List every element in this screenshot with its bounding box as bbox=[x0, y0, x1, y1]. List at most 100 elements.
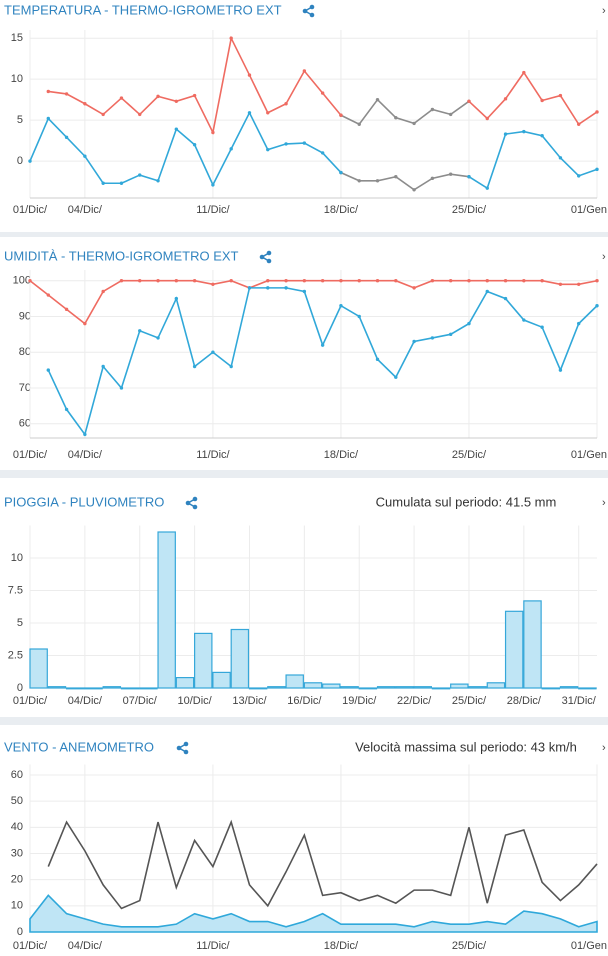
point bbox=[577, 321, 581, 326]
y-tick-label: 15 bbox=[11, 32, 23, 44]
chart-title: PIOGGIA - PLUVIOMETRO bbox=[4, 494, 164, 509]
line bbox=[340, 98, 470, 126]
x-tick-label: 22/Dic/ bbox=[397, 695, 432, 707]
point bbox=[558, 93, 563, 98]
point bbox=[595, 167, 599, 172]
point bbox=[138, 279, 142, 283]
bar bbox=[395, 686, 414, 689]
point bbox=[192, 364, 197, 369]
share-icon-dot bbox=[266, 258, 272, 264]
point bbox=[540, 134, 544, 138]
y-tick-label: 70 bbox=[19, 382, 31, 394]
point bbox=[558, 368, 563, 372]
y-tick-label: 5 bbox=[17, 114, 23, 126]
point bbox=[448, 112, 453, 117]
y-tick-label: 100 bbox=[13, 275, 31, 287]
point bbox=[266, 147, 270, 152]
x-tick-label: 01/Dic/ bbox=[13, 204, 48, 216]
point bbox=[229, 364, 233, 369]
share-icon[interactable] bbox=[176, 741, 189, 755]
point bbox=[119, 96, 124, 100]
point bbox=[302, 289, 307, 294]
line bbox=[47, 819, 598, 910]
point bbox=[412, 188, 416, 192]
x-tick-label: 10/Dic/ bbox=[177, 695, 212, 707]
share-icon[interactable] bbox=[259, 250, 272, 264]
bar bbox=[376, 686, 396, 689]
point bbox=[595, 110, 599, 114]
point bbox=[28, 279, 32, 283]
point bbox=[247, 286, 252, 290]
point bbox=[156, 336, 160, 340]
point bbox=[522, 129, 526, 134]
x-tick-label: 01/Gen bbox=[571, 204, 607, 216]
point bbox=[192, 143, 197, 147]
share-icon-dot bbox=[309, 12, 315, 18]
chevron: › bbox=[602, 742, 606, 754]
point bbox=[503, 296, 508, 301]
x-tick-label: 11/Dic/ bbox=[196, 204, 230, 216]
point bbox=[302, 141, 307, 145]
point bbox=[174, 296, 179, 301]
line bbox=[468, 71, 598, 126]
bar bbox=[29, 648, 48, 689]
y-tick-label: 20 bbox=[11, 874, 23, 886]
point bbox=[339, 304, 343, 308]
share-icon-dot bbox=[302, 8, 308, 14]
point bbox=[119, 181, 124, 185]
point bbox=[357, 279, 361, 283]
point bbox=[503, 97, 508, 101]
point bbox=[394, 279, 398, 283]
point bbox=[302, 279, 307, 283]
point bbox=[101, 112, 105, 117]
point bbox=[46, 116, 50, 121]
point bbox=[156, 94, 160, 99]
point bbox=[83, 154, 87, 158]
panel bbox=[0, 0, 608, 232]
share-icon-dot bbox=[183, 749, 189, 755]
point bbox=[156, 279, 160, 283]
point bbox=[467, 99, 471, 103]
share-icon-dot bbox=[192, 504, 198, 510]
point bbox=[394, 174, 398, 179]
point bbox=[430, 107, 435, 112]
point bbox=[284, 142, 288, 146]
point bbox=[577, 122, 581, 126]
x-tick-label: 01/Dic/ bbox=[13, 695, 48, 707]
share-icon[interactable] bbox=[302, 4, 315, 18]
point bbox=[46, 89, 50, 94]
point bbox=[320, 279, 325, 283]
bar bbox=[267, 686, 286, 689]
point bbox=[485, 186, 489, 190]
bar bbox=[248, 687, 268, 690]
point bbox=[375, 179, 380, 183]
point bbox=[485, 289, 489, 294]
point bbox=[448, 279, 453, 283]
point bbox=[138, 112, 142, 117]
bar bbox=[340, 686, 359, 689]
point bbox=[577, 282, 581, 286]
bar bbox=[541, 687, 561, 690]
point bbox=[467, 321, 471, 326]
y-tick-label: 90 bbox=[19, 310, 31, 322]
point bbox=[119, 279, 124, 283]
point bbox=[357, 179, 361, 183]
point bbox=[522, 318, 526, 322]
point bbox=[320, 91, 325, 95]
bar bbox=[84, 687, 103, 690]
y-tick-label: 0 bbox=[17, 155, 23, 167]
share-icon[interactable] bbox=[185, 496, 198, 510]
bar bbox=[431, 687, 451, 690]
x-tick-label: 04/Dic/ bbox=[68, 204, 103, 216]
point bbox=[138, 173, 142, 177]
bar bbox=[230, 628, 250, 689]
share-icon-dot bbox=[192, 496, 198, 502]
x-tick-label: 04/Dic/ bbox=[68, 940, 103, 952]
bar bbox=[303, 682, 323, 689]
point bbox=[28, 159, 32, 163]
chart-title: VENTO - ANEMOMETRO bbox=[4, 739, 154, 754]
y-tick-label: 10 bbox=[11, 900, 23, 912]
x-tick-label: 01/Dic/ bbox=[13, 449, 48, 461]
point bbox=[192, 93, 197, 98]
bar bbox=[102, 686, 122, 689]
